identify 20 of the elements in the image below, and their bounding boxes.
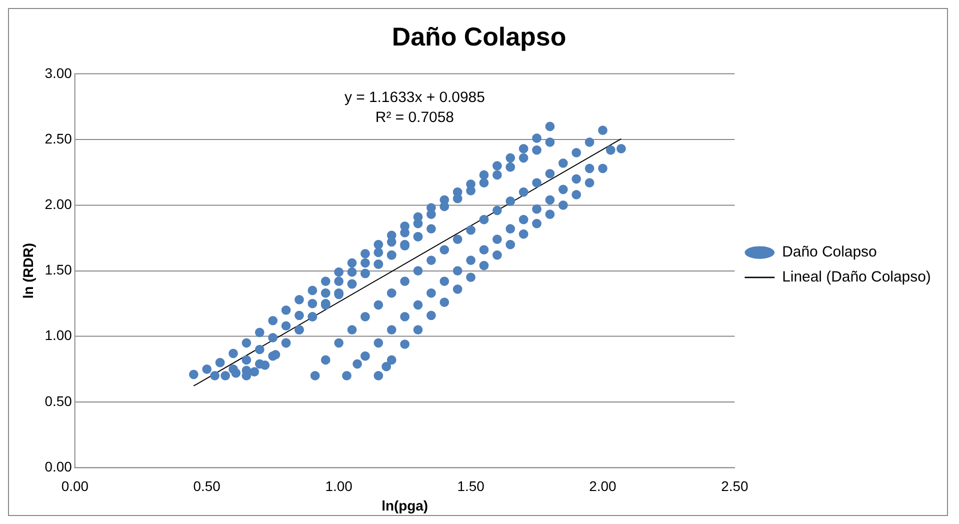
x-tick-label: 0.50 — [193, 478, 221, 494]
annotation: R² = 0.7058 — [375, 108, 454, 126]
y-tick-label: 2.50 — [44, 130, 72, 146]
annotation: y = 1.1633x + 0.0985 — [344, 88, 485, 106]
y-tick-label: 1.50 — [44, 262, 72, 278]
x-tick-label: 2.00 — [589, 478, 617, 494]
chart-title: Daño Colapso — [392, 24, 566, 52]
y-tick-label: 1.00 — [44, 327, 72, 344]
legend-label: Daño Colapso — [782, 244, 877, 261]
y-tick-label: 2.00 — [44, 196, 72, 212]
legend-label: Lineal (Daño Colapso) — [782, 268, 931, 286]
y-tick-label: 0.50 — [44, 392, 72, 409]
x-tick-label: 1.50 — [457, 478, 485, 494]
x-tick-label: 2.50 — [721, 478, 749, 494]
y-axis-title: ln (RDR) — [20, 242, 36, 299]
x-tick-label: 1.00 — [325, 478, 353, 494]
y-tick-label: 0.00 — [44, 458, 72, 474]
x-tick-label: 0.00 — [61, 478, 89, 494]
x-axis-title: ln(pga) — [382, 497, 428, 514]
y-tick-label: 3.00 — [44, 64, 72, 81]
